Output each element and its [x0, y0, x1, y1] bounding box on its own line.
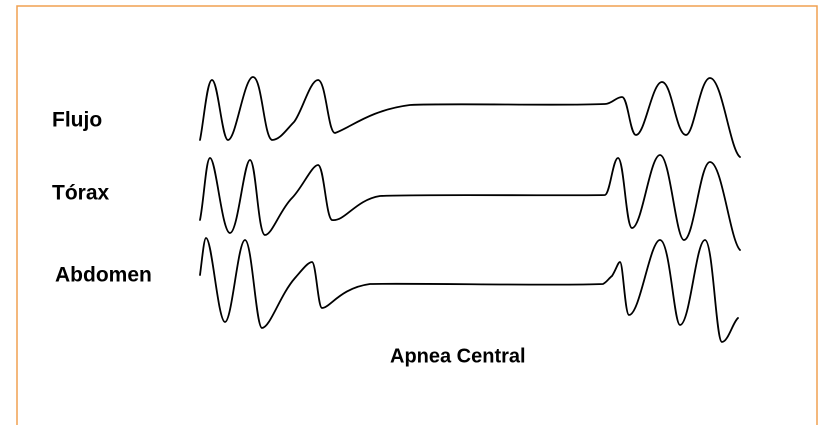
label-abdomen: Abdomen	[55, 264, 152, 287]
label-torax: Tórax	[52, 182, 110, 205]
label-flujo: Flujo	[52, 109, 102, 132]
thorax-wave	[199, 154, 741, 251]
abdomen-wave	[199, 237, 739, 343]
flow-wave	[199, 76, 741, 158]
caption: Apnea Central	[390, 345, 526, 367]
frame	[16, 5, 818, 425]
